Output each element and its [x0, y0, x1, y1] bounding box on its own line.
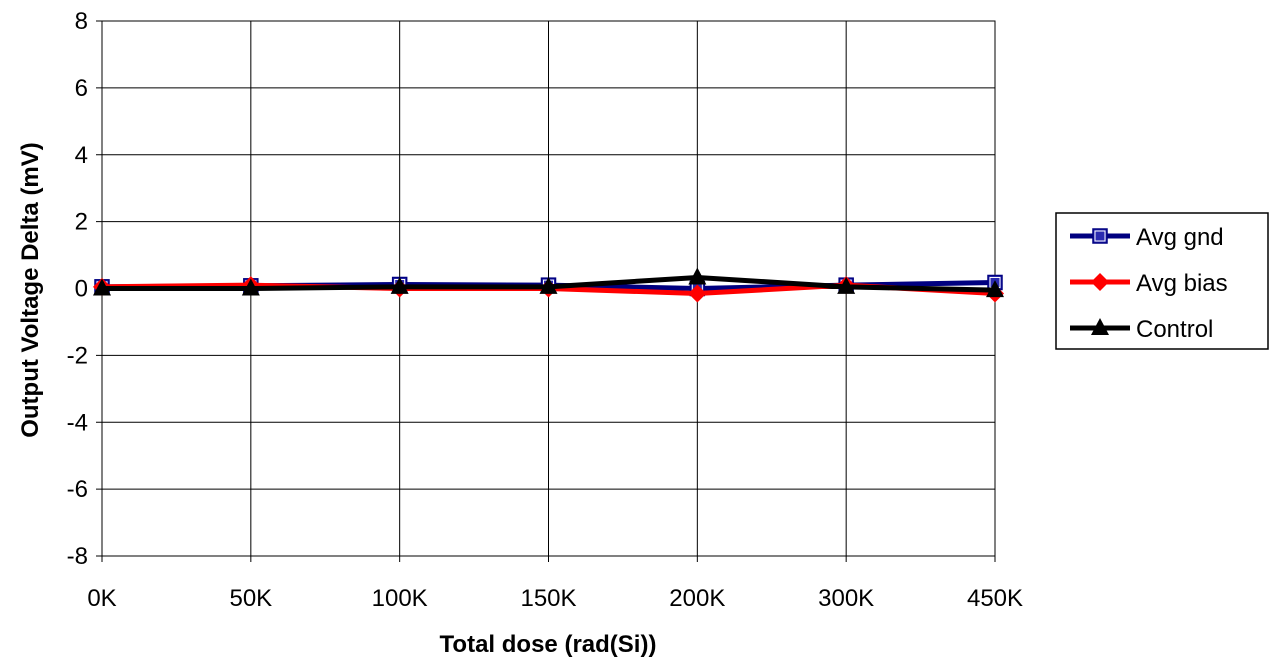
x-tick-label: 50K — [229, 585, 272, 612]
y-tick-label: -2 — [67, 342, 88, 369]
legend-label: Avg bias — [1136, 270, 1228, 297]
y-tick-label: -6 — [67, 476, 88, 503]
plot-area: -8 -6 -4 -2 0 2 4 6 8 0K 50K 100K 150K 200K 300K 450K — [67, 8, 1023, 612]
y-tick-label: 6 — [75, 75, 88, 102]
legend-label: Control — [1136, 316, 1213, 343]
x-tick-label: 150K — [520, 585, 576, 612]
legend-marker — [1092, 228, 1108, 244]
x-tick-label: 200K — [669, 585, 725, 612]
data-point — [241, 278, 260, 296]
y-tick-label: 0 — [75, 276, 88, 303]
x-tick-label: 0K — [87, 585, 116, 612]
data-point — [390, 276, 409, 294]
legend-marker — [1091, 318, 1109, 335]
legend-marker — [1091, 273, 1109, 291]
y-tick-label: -4 — [67, 409, 88, 436]
data-point — [688, 267, 707, 285]
data-point — [539, 276, 558, 294]
y-tick-label: 8 — [75, 8, 88, 35]
y-tick-label: 2 — [75, 209, 88, 236]
y-tick-label: 4 — [75, 142, 88, 169]
x-tick-label: 300K — [818, 585, 874, 612]
y-tick-label: -8 — [67, 543, 88, 570]
legend: Avg gnd Avg bias Control — [1055, 212, 1269, 350]
x-tick-label: 450K — [967, 585, 1023, 612]
data-point — [93, 278, 111, 296]
data-point — [688, 284, 707, 303]
y-axis-title: Output Voltage Delta (mV) — [17, 142, 44, 438]
x-axis-title: Total dose (rad(Si)) — [440, 631, 657, 658]
x-tick-label: 100K — [372, 585, 428, 612]
data-point — [837, 276, 856, 294]
data-point — [986, 280, 1004, 298]
legend-marker-inner — [1094, 230, 1106, 242]
legend-label: Avg gnd — [1136, 224, 1224, 251]
